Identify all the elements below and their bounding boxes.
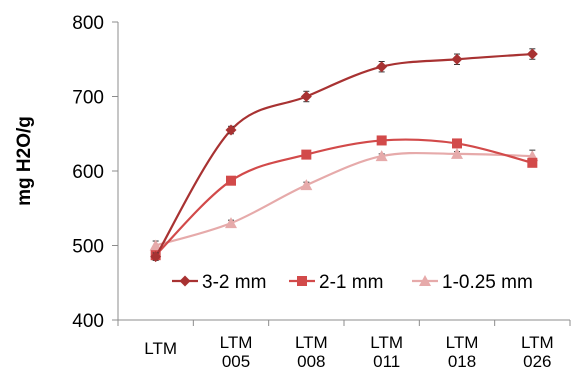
data-point: [225, 124, 237, 136]
y-tick-labels: 400 500 600 700 800: [72, 13, 104, 332]
y-tick-label: 400: [72, 311, 104, 332]
y-axis-label: mg H2O/g: [14, 116, 35, 206]
y-tick-label: 800: [72, 13, 104, 34]
data-point: [225, 217, 237, 229]
legend-marker: [179, 275, 191, 287]
data-point: [526, 48, 538, 60]
legend-label: 3-2 mm: [202, 272, 266, 293]
chart-series: [149, 48, 539, 263]
x-tick-label: LTM: [144, 339, 177, 358]
x-tick-labels: LTM LTM 005 LTM 008 LTM 011 LTM 018 LTM 026: [144, 333, 553, 367]
data-point: [300, 91, 312, 102]
chart-axes: [112, 21, 571, 326]
y-tick-label: 700: [72, 88, 104, 109]
x-tick-label: LTM 008: [295, 333, 328, 367]
legend-marker: [297, 276, 307, 286]
legend-marker: [419, 275, 431, 286]
data-point: [301, 149, 312, 160]
data-point: [527, 157, 538, 168]
x-tick-label: LTM 011: [370, 333, 403, 367]
y-tick-label: 500: [72, 237, 104, 258]
data-point: [149, 239, 162, 251]
x-tick-label: LTM 005: [220, 333, 253, 367]
data-point: [150, 251, 162, 263]
chart-legend: 3-2 mm 2-1 mm 1-0.25 mm: [172, 272, 533, 293]
data-point: [451, 147, 463, 159]
series-line: [155, 151, 533, 247]
legend-item-3: 1-0.25 mm: [412, 272, 533, 293]
x-tick-label: LTM 026: [521, 333, 554, 367]
data-point: [376, 61, 388, 73]
legend-item-1: 3-2 mm: [172, 272, 266, 293]
legend-label: 2-1 mm: [319, 272, 383, 293]
legend-item-2: 2-1 mm: [289, 272, 383, 293]
legend-label: 1-0.25 mm: [442, 272, 533, 293]
y-tick-label: 600: [72, 162, 104, 183]
x-tick-label: LTM 018: [446, 333, 479, 367]
data-point: [452, 138, 462, 149]
data-point: [375, 150, 388, 162]
data-point: [226, 175, 236, 186]
data-point: [451, 53, 463, 65]
series-line: [154, 52, 533, 258]
data-point: [300, 179, 313, 191]
series-1: [150, 48, 538, 263]
data-point: [376, 135, 387, 146]
